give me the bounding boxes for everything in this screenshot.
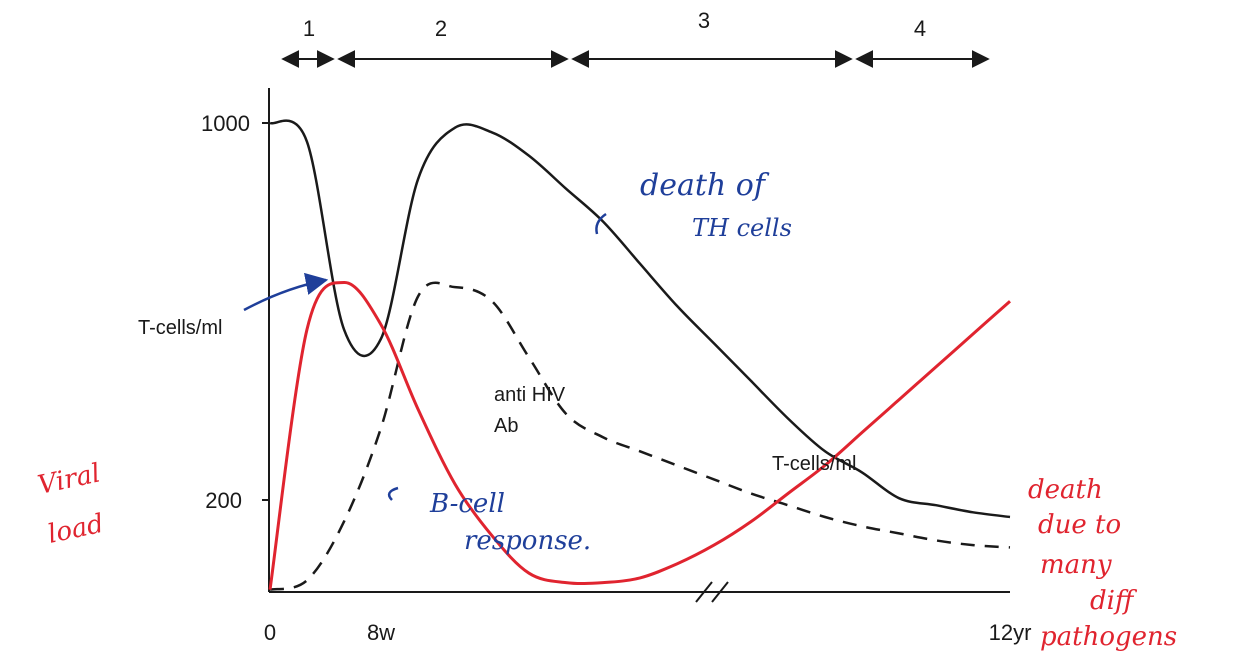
anti-hiv-ab-line2: Ab (494, 415, 518, 437)
y-tick-1000: 1000 (201, 111, 250, 136)
series-layer (268, 119, 1011, 591)
b-cell-tick (387, 486, 399, 501)
x-tick-8w: 8w (367, 620, 395, 645)
b-cell-line1: B-cell (429, 489, 505, 519)
death-th-tick (595, 212, 607, 235)
death-end-line1: death (1028, 475, 1103, 505)
death-pathogens-note: death due to many diff pathogens (1028, 475, 1177, 652)
series-line-2 (268, 281, 1011, 590)
phase-4-label: 4 (914, 16, 926, 41)
series-line-1 (269, 281, 1011, 591)
anti-hiv-ab-line1: anti HIV (494, 384, 566, 406)
death-th-line1: death of (640, 168, 770, 203)
death-end-line5: pathogens (1040, 622, 1177, 652)
y-tick-200: 200 (205, 488, 242, 513)
phase-1-label: 1 (303, 16, 315, 41)
phase-2-label: 2 (435, 16, 447, 41)
series-line-0 (269, 119, 1011, 519)
y-label-viral: Viral (35, 458, 103, 500)
tcells-pointer-arrow (243, 272, 329, 312)
death-end-line3: many (1040, 550, 1112, 580)
y-label-load: load (45, 509, 106, 550)
b-cell-line2: response. (464, 526, 591, 556)
x-tick-12yr: 12yr (989, 620, 1032, 645)
x-tick-0: 0 (264, 620, 276, 645)
death-end-line2: due to (1038, 510, 1121, 540)
tcells-label-left: T-cells/ml (138, 317, 222, 339)
death-th-line2: TH cells (692, 214, 792, 242)
tcells-label-right: T-cells/ml (772, 453, 856, 475)
axis-break (695, 581, 729, 603)
phase-3-label: 3 (698, 8, 710, 33)
phase-arrows: 1 2 3 4 (281, 8, 990, 68)
death-end-line4: diff (1090, 586, 1138, 616)
